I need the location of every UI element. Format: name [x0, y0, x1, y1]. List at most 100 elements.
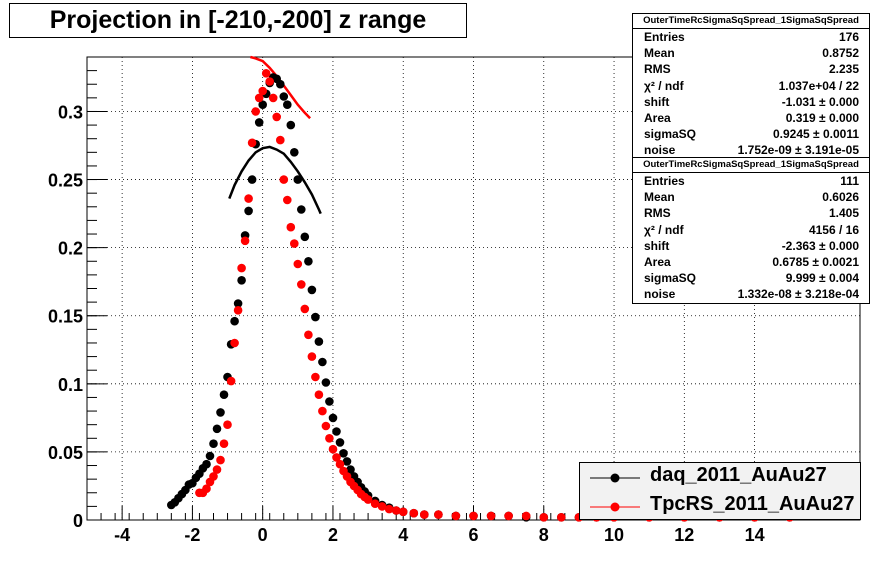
points-layer — [167, 69, 794, 522]
data-point — [339, 449, 348, 458]
stats-box-name: OuterTimeRcSigmaSqSpread_1SigmaSqSpread — [633, 14, 869, 29]
y-tick-label: 0 — [73, 511, 83, 531]
y-tick-label: 0.1 — [58, 375, 83, 395]
data-point — [521, 511, 531, 521]
x-tick-label: -2 — [184, 525, 200, 545]
data-point — [290, 239, 299, 248]
legend-label-tpcrs: TpcRS_2011_AuAu27 — [650, 493, 855, 515]
data-point — [233, 299, 243, 308]
fit-curve — [228, 145, 322, 215]
data-point — [216, 408, 225, 417]
data-point — [318, 406, 327, 416]
stats-row: RMS 1.405 — [633, 205, 869, 221]
tick-label-layer: -4 -2 0 2 4 6 8 10 12 14 0 0.05 0.1 0.15 0.2 0.25 0.3 — [48, 102, 765, 545]
stats-value: 0.319 ± 0.000 — [785, 110, 859, 125]
stats-row: sigmaSQ 9.999 ± 0.004 — [633, 270, 869, 286]
data-point — [283, 195, 292, 205]
stats-row: shift -2.363 ± 0.000 — [633, 238, 869, 254]
data-point — [311, 372, 320, 382]
data-point — [290, 148, 299, 157]
data-point — [237, 276, 246, 285]
x-tick-label: 10 — [604, 525, 624, 545]
data-point — [297, 280, 306, 289]
stats-row: Mean 0.6026 — [633, 189, 869, 205]
data-point — [318, 357, 327, 367]
x-tick-label: 4 — [398, 525, 408, 545]
data-point — [325, 397, 334, 406]
data-point — [247, 175, 257, 184]
stats-label: χ² / ndf — [644, 222, 684, 237]
data-point — [332, 427, 341, 436]
data-point — [258, 86, 268, 96]
x-tick-label: 8 — [539, 525, 549, 545]
stats-row: noise 1.332e-08 ± 3.218e-04 — [633, 286, 869, 302]
stats-label: Area — [644, 254, 671, 269]
stats-label: RMS — [644, 206, 671, 221]
data-point — [216, 455, 225, 465]
data-point — [293, 175, 303, 184]
data-point — [325, 434, 334, 443]
data-point — [398, 507, 408, 517]
data-point — [240, 236, 250, 246]
data-point — [346, 465, 355, 474]
stats-value: -2.363 ± 0.000 — [781, 238, 859, 253]
data-point — [328, 413, 338, 423]
stats-row: χ² / ndf 4156 / 16 — [633, 222, 869, 238]
data-point — [254, 118, 264, 127]
data-point — [254, 93, 264, 103]
stats-label: χ² / ndf — [644, 78, 684, 93]
stats-row: RMS 2.235 — [633, 61, 869, 77]
stats-value: 111 — [840, 174, 859, 188]
data-point — [286, 222, 296, 232]
stats-label: noise — [644, 143, 676, 158]
stats-row: Mean 0.8752 — [633, 45, 869, 61]
data-point — [557, 513, 566, 522]
data-point — [307, 285, 317, 295]
stats-value: 1.037e+04 / 22 — [778, 78, 859, 93]
data-point — [268, 93, 278, 103]
data-point — [230, 316, 239, 326]
data-point — [219, 390, 229, 400]
data-point — [335, 459, 345, 469]
data-point — [363, 495, 373, 504]
data-point — [283, 100, 292, 109]
data-point — [304, 330, 313, 340]
data-point — [300, 304, 310, 314]
stats-row: noise 1.752e-09 ± 3.191e-05 — [633, 142, 869, 158]
data-point — [539, 513, 549, 522]
stats-box-name: OuterTimeRcSigmaSqSpread_1SigmaSqSpread — [633, 158, 869, 173]
data-point — [504, 511, 513, 521]
data-point — [244, 206, 253, 216]
data-point — [233, 306, 243, 315]
data-point — [300, 232, 310, 242]
legend-item-tpcrs: TpcRS_2011_AuAu27 — [580, 492, 860, 521]
data-point — [304, 257, 313, 266]
y-tick-label: 0.3 — [58, 102, 83, 122]
data-point — [209, 472, 218, 481]
stats-label: Entries — [644, 174, 685, 188]
data-point — [212, 424, 222, 434]
stats-box-daq: OuterTimeRcSigmaSqSpread_1SigmaSqSpread … — [632, 13, 870, 160]
data-point — [223, 420, 232, 430]
data-point — [469, 511, 478, 521]
data-point — [212, 465, 222, 474]
data-point — [293, 259, 303, 269]
data-point — [251, 107, 260, 116]
legend-label-daq: daq_2011_AuAu27 — [650, 464, 827, 486]
data-point — [377, 502, 387, 511]
stats-row: χ² / ndf 1.037e+04 / 22 — [633, 78, 869, 94]
y-tick-label: 0.25 — [48, 171, 83, 191]
data-point — [202, 459, 211, 469]
stats-label: noise — [644, 287, 676, 302]
data-point — [328, 444, 338, 454]
stats-row: Entries 111 — [633, 173, 869, 189]
data-point — [258, 100, 268, 109]
stats-label: RMS — [644, 62, 671, 77]
data-point — [279, 92, 289, 101]
data-point — [276, 79, 285, 89]
stats-label: sigmaSQ — [644, 127, 697, 142]
data-point — [286, 120, 296, 130]
data-point — [247, 138, 257, 148]
stats-value: 0.9245 ± 0.0011 — [773, 127, 859, 142]
data-point — [384, 504, 394, 514]
